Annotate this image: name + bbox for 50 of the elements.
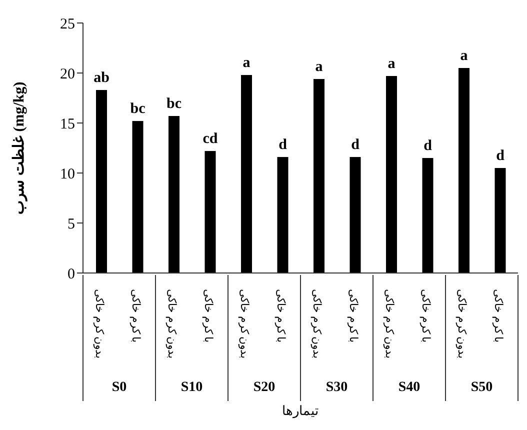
data-label: d bbox=[424, 138, 433, 154]
data-label: bc bbox=[166, 96, 182, 112]
x-tick-label: با کرم خاکی bbox=[346, 289, 359, 342]
x-tick-label: بدون کرم خاکی bbox=[383, 289, 396, 358]
x-tick-label: با کرم خاکی bbox=[202, 289, 214, 342]
y-axis-title: غلظت سرب (mg/kg) bbox=[11, 82, 28, 214]
y-tick-label: 15 bbox=[60, 116, 75, 132]
x-tick-label: بدون کرم خاکی bbox=[238, 289, 250, 358]
data-label: d bbox=[278, 137, 288, 153]
y-tick-label: 0 bbox=[68, 266, 75, 282]
data-label: bc bbox=[130, 101, 146, 117]
text: S50 bbox=[470, 380, 493, 395]
bar bbox=[168, 116, 180, 273]
x-tick-label: با کرم خاکی bbox=[419, 289, 432, 342]
bar bbox=[277, 157, 288, 273]
x-tick-label: بدون کرم خاکی bbox=[310, 289, 323, 358]
bar bbox=[422, 158, 434, 273]
bar bbox=[458, 68, 470, 273]
data-label: a bbox=[315, 59, 324, 75]
data-label: d bbox=[351, 137, 360, 153]
text: S20 bbox=[253, 380, 276, 395]
bar bbox=[204, 151, 216, 273]
y-tick-label: 10 bbox=[60, 166, 75, 182]
data-label: a bbox=[388, 56, 396, 72]
data-label: a bbox=[460, 48, 468, 64]
bar bbox=[350, 157, 361, 273]
text: S30 bbox=[326, 380, 348, 395]
bar bbox=[132, 121, 144, 273]
x-tick-label: با کرم خاکی bbox=[492, 289, 504, 342]
y-tick-label: 5 bbox=[68, 216, 75, 232]
text: S0 bbox=[112, 380, 127, 395]
y-tick-label: 20 bbox=[60, 66, 75, 82]
data-label: d bbox=[496, 148, 506, 164]
bar bbox=[494, 168, 506, 273]
bar bbox=[386, 76, 397, 273]
x-tick-label: با کرم خاکی bbox=[274, 289, 286, 342]
x-tick-label: بدون کرم خاکی bbox=[456, 289, 468, 358]
bar bbox=[314, 79, 324, 273]
x-axis-title: تیمارها bbox=[282, 403, 319, 419]
data-label: cd bbox=[202, 131, 218, 147]
data-label: a bbox=[242, 55, 251, 71]
text: S10 bbox=[180, 380, 203, 395]
bar bbox=[96, 90, 107, 273]
x-tick-label: بدون کرم خاکی bbox=[93, 289, 106, 358]
bar bbox=[241, 75, 252, 273]
y-tick-label: 25 bbox=[60, 16, 75, 32]
text: S40 bbox=[398, 380, 420, 395]
data-label: ab bbox=[94, 70, 110, 86]
x-tick-label: بدون کرم خاکی bbox=[166, 289, 178, 358]
x-tick-label: با کرم خاکی bbox=[129, 289, 142, 342]
